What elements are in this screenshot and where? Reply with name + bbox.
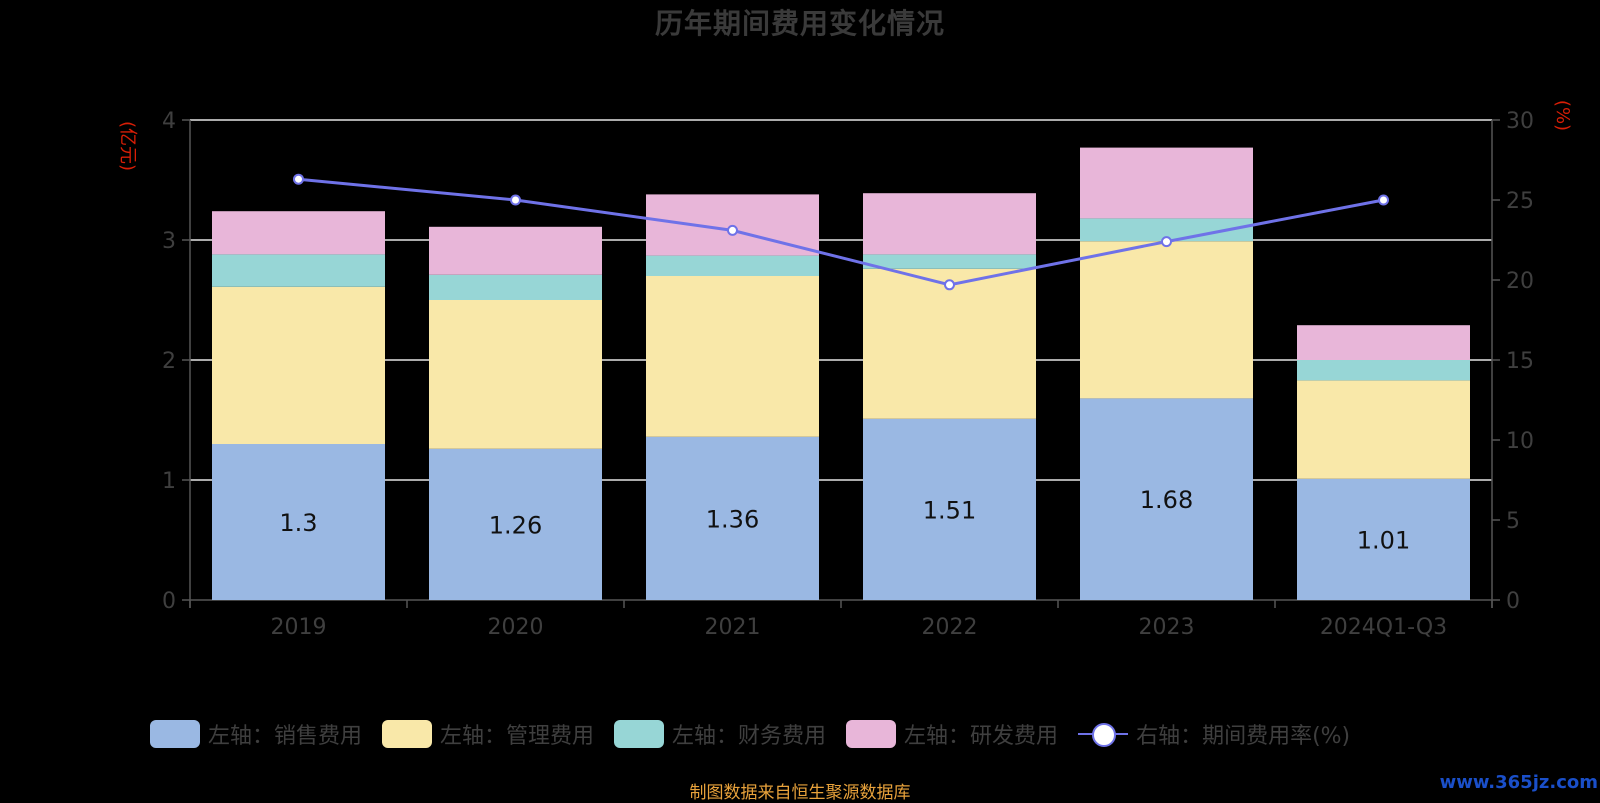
legend-item-rnd[interactable]: 左轴：研发费用 (846, 718, 1058, 750)
left-axis-unit: (亿元) (117, 120, 139, 172)
legend-label-admin: 左轴：管理费用 (440, 724, 595, 749)
right-tick-label-30: 30 (1506, 109, 1534, 134)
x-label-2024Q1-Q3: 2024Q1-Q3 (1320, 615, 1447, 640)
legend-label-rnd: 左轴：研发费用 (904, 724, 1059, 749)
bar-s1-2024Q1-Q3 (1297, 380, 1470, 479)
x-label-2021: 2021 (705, 615, 761, 640)
legend-label-sales: 左轴：销售费用 (208, 724, 363, 749)
bar-s0-2021 (646, 436, 819, 600)
bar-s2-2020 (429, 274, 602, 300)
right-axis-unit: (%) (1552, 99, 1574, 132)
bar-s3-2019 (212, 211, 385, 255)
legend-item-sales[interactable]: 左轴：销售费用 (150, 718, 362, 750)
legend-swatch-sales (150, 720, 200, 748)
right-tick-label-0: 0 (1506, 589, 1520, 614)
bar-s2-2022 (863, 254, 1036, 269)
right-tick-label-5: 5 (1506, 509, 1520, 534)
data-label-2023: 1.68 (1140, 486, 1193, 514)
right-tick-label-20: 20 (1506, 269, 1534, 294)
left-tick-label-3: 3 (162, 229, 176, 254)
bar-s1-2022 (863, 268, 1036, 419)
site-watermark: www.365jz.com (1439, 772, 1598, 793)
bar-s2-2021 (646, 255, 819, 276)
expense-ratio-point-2023 (1161, 236, 1172, 248)
bar-s1-2020 (429, 300, 602, 449)
expense-ratio-point-2020 (510, 194, 521, 206)
bar-s1-2019 (212, 286, 385, 444)
right-tick-label-10: 10 (1506, 429, 1534, 454)
legend-item-admin[interactable]: 左轴：管理费用 (382, 718, 594, 750)
data-label-2024Q1-Q3: 1.01 (1357, 526, 1410, 554)
legend-label-expense-ratio: 右轴：期间费用率(%) (1136, 724, 1351, 749)
data-label-2019: 1.3 (279, 509, 317, 537)
legend-swatch-admin (382, 720, 433, 748)
left-tick-label-0: 0 (162, 589, 176, 614)
expense-ratio-point-2019 (293, 173, 304, 185)
left-tick-label-4: 4 (162, 109, 176, 134)
legend-item-finance[interactable]: 左轴：财务费用 (614, 718, 826, 750)
legend-item-expense-ratio[interactable]: 右轴：期间费用率(%) (1078, 718, 1350, 750)
expense-ratio-line (298, 177, 1384, 287)
bar-s1-2023 (1080, 241, 1253, 399)
right-tick-label-15: 15 (1506, 349, 1534, 374)
bar-s3-2023 (1080, 147, 1253, 219)
right-tick-label-25: 25 (1506, 189, 1534, 214)
bar-s0-2024Q1-Q3 (1297, 478, 1470, 600)
bar-s2-2023 (1080, 218, 1253, 242)
left-tick-label-1: 1 (162, 469, 176, 494)
expense-ratio-point-2022 (944, 279, 955, 291)
data-label-2021: 1.36 (706, 505, 759, 533)
x-label-2022: 2022 (922, 615, 978, 640)
bar-s0-2020 (429, 448, 602, 600)
x-label-2023: 2023 (1139, 615, 1195, 640)
expense-ratio-point-2024Q1-Q3 (1378, 194, 1389, 206)
data-label-2020: 1.26 (489, 511, 542, 539)
bar-s2-2019 (212, 254, 385, 287)
x-label-2020: 2020 (488, 615, 544, 640)
x-label-2019: 2019 (271, 615, 327, 640)
chart-title: 历年期间费用变化情况 (654, 7, 945, 40)
legend-marker-expense-ratio (1078, 720, 1129, 748)
expense-ratio-point-2021 (727, 224, 738, 236)
bar-s2-2024Q1-Q3 (1297, 360, 1470, 381)
bar-s0-2022 (863, 418, 1036, 600)
bar-s1-2021 (646, 276, 819, 437)
bar-s0-2019 (212, 444, 385, 600)
left-tick-label-2: 2 (162, 349, 176, 374)
legend-label-finance: 左轴：财务费用 (672, 724, 827, 749)
bar-s3-2022 (863, 193, 1036, 255)
bar-s0-2023 (1080, 398, 1253, 600)
data-source-note: 制图数据来自恒生聚源数据库 (689, 783, 911, 803)
legend-swatch-rnd (846, 720, 897, 748)
legend: 左轴：销售费用 左轴：管理费用 左轴：财务费用 左轴：研发费用 右轴：期间费用率… (150, 718, 1370, 750)
bar-s3-2024Q1-Q3 (1297, 325, 1470, 360)
data-label-2022: 1.51 (923, 496, 976, 524)
legend-swatch-finance (614, 720, 665, 748)
bar-s3-2020 (429, 226, 602, 275)
